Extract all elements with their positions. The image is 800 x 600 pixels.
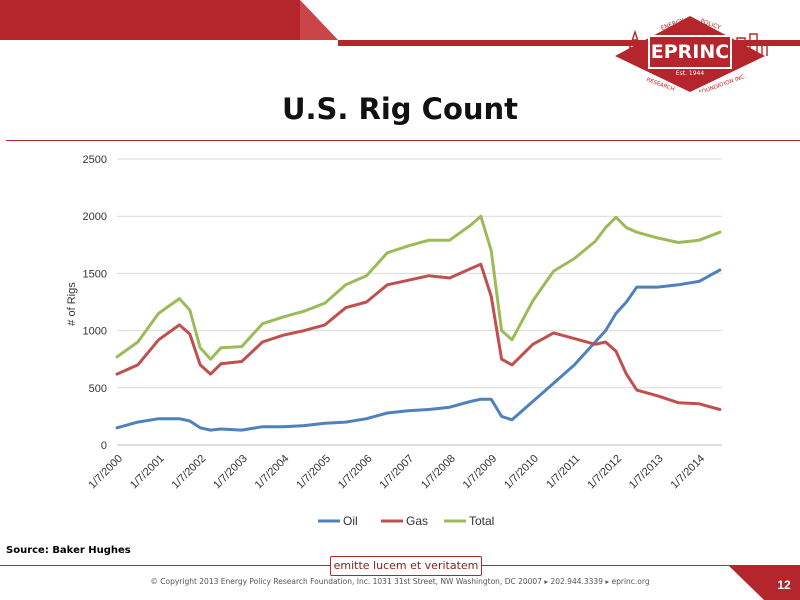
x-tick-label: 1/7/2007	[377, 453, 416, 492]
x-tick-label: 1/7/2012	[585, 453, 624, 492]
x-tick-label: 1/7/2000	[86, 453, 125, 492]
y-axis-label: # of Rigs	[66, 282, 78, 326]
y-tick-label: 2000	[83, 211, 107, 223]
x-tick-label: 1/7/2006	[336, 453, 375, 492]
y-tick-label: 0	[101, 440, 107, 452]
x-tick-label: 1/7/2004	[253, 453, 292, 492]
x-tick-label: 1/7/2008	[419, 453, 458, 492]
page-corner	[728, 565, 800, 600]
chart-series	[115, 214, 722, 432]
series-line-gas	[115, 262, 722, 411]
x-axis-ticks: 1/7/2000 1/7/2001 1/7/2002 1/7/2003 1/7/2004…	[86, 453, 707, 492]
x-tick-label: 1/7/2010	[502, 453, 541, 492]
oil-derrick-icon	[626, 29, 768, 57]
motto-banner: emitte lucem et veritatem	[330, 556, 482, 576]
y-tick-label: 500	[89, 383, 107, 395]
copyright-text: © Copyright 2013 Energy Policy Research …	[150, 577, 650, 586]
x-tick-label: 1/7/2005	[294, 453, 333, 492]
slide-title: U.S. Rig Count	[281, 92, 519, 126]
y-tick-label: 2500	[83, 154, 107, 166]
legend-label: Gas	[406, 514, 428, 528]
x-tick-label: 1/7/2002	[170, 453, 209, 492]
legend-label: Oil	[343, 514, 358, 528]
source-note: Source: Baker Hughes	[6, 545, 131, 556]
series-line-oil	[115, 268, 722, 432]
chart-grid	[117, 158, 722, 446]
chart-legend: Oil Gas Total	[318, 514, 494, 528]
title-divider	[6, 140, 800, 141]
page-number: 12	[777, 578, 791, 592]
x-tick-label: 1/7/2013	[627, 453, 666, 492]
y-tick-label: 1000	[83, 326, 107, 338]
y-axis-ticks: 0 500 1000 1500 2000 2500	[83, 154, 107, 452]
x-tick-label: 1/7/2014	[668, 453, 707, 492]
eprinc-logo: EPRINC Est. 1944 ENERGY POLICY RESEARCH …	[615, 16, 768, 92]
legend-label: Total	[469, 514, 494, 528]
logo-year: Est. 1944	[676, 70, 705, 77]
x-tick-label: 1/7/2011	[544, 453, 582, 491]
x-tick-label: 1/7/2003	[211, 453, 250, 492]
x-tick-label: 1/7/2001	[128, 453, 167, 492]
x-tick-label: 1/7/2009	[461, 453, 500, 492]
series-line-total	[115, 214, 722, 361]
y-tick-label: 1500	[83, 268, 107, 280]
logo-text: EPRINC	[651, 41, 729, 63]
